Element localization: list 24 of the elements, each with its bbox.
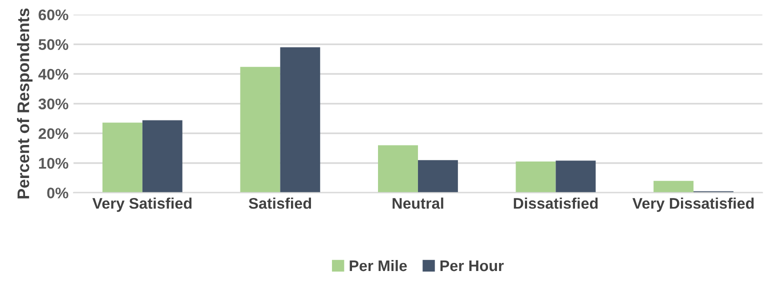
x-tick-label: Very Satisfied <box>92 198 192 212</box>
y-tick-label: 20% <box>38 128 68 140</box>
y-tick-label: 40% <box>38 68 68 80</box>
x-tick-label: Neutral <box>392 198 444 209</box>
bar <box>418 160 458 193</box>
y-tick-label: 30% <box>38 98 68 110</box>
x-tick-label: Very Dissatisfied <box>632 198 754 212</box>
bar <box>240 66 280 193</box>
bar <box>516 162 556 193</box>
y-tick-label: 0% <box>47 188 68 198</box>
y-tick-label: 50% <box>38 39 68 50</box>
bar <box>102 122 142 193</box>
bar <box>654 180 694 193</box>
bar <box>142 120 182 193</box>
bar <box>556 160 596 193</box>
legend-label: Per Mile <box>350 260 407 272</box>
legend-label: Per Hour <box>440 260 504 272</box>
x-tick-label: Satisfied <box>248 198 312 209</box>
x-tick-label: Dissatisfied <box>514 198 598 209</box>
y-tick-label: 10% <box>39 158 68 169</box>
bar <box>280 47 320 193</box>
y-tick-label: 60% <box>38 9 68 20</box>
bar <box>378 145 418 193</box>
y-axis-title: Percent of Respondents <box>17 8 33 198</box>
